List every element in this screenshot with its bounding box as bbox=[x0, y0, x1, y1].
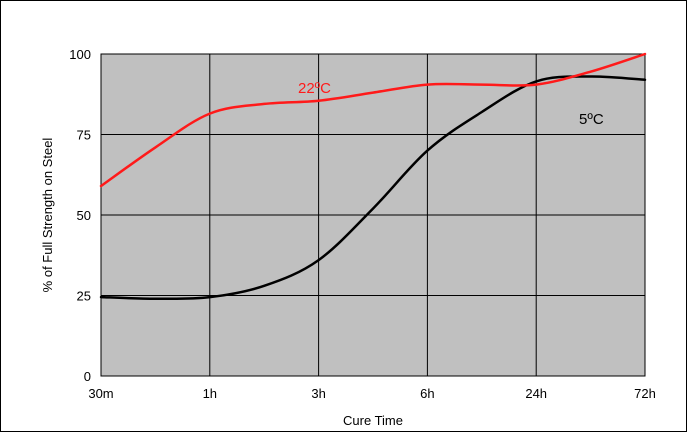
y-tick-label: 50 bbox=[77, 208, 91, 223]
series-label-5c: 5ºC bbox=[579, 111, 604, 128]
y-tick-label: 75 bbox=[77, 128, 91, 143]
y-tick-label: 0 bbox=[84, 369, 91, 384]
x-tick-label: 30m bbox=[88, 386, 113, 401]
series-lines bbox=[99, 52, 647, 301]
y-tick-label: 100 bbox=[69, 47, 91, 62]
y-axis-title: % of Full Strength on Steel bbox=[40, 138, 55, 293]
series-line-22c bbox=[99, 52, 647, 188]
x-tick-label: 72h bbox=[634, 386, 656, 401]
x-tick-label: 6h bbox=[420, 386, 434, 401]
series-line-5c bbox=[99, 75, 647, 301]
y-axis-ticks: 0 25 50 75 100 bbox=[69, 47, 91, 384]
x-axis-title: Cure Time bbox=[343, 413, 403, 428]
y-tick-label: 25 bbox=[77, 289, 91, 304]
x-tick-label: 3h bbox=[311, 386, 325, 401]
series-label-22c: 22ºC bbox=[298, 80, 331, 97]
x-axis-ticks: 30m 1h 3h 6h 24h 72h bbox=[88, 386, 656, 401]
x-tick-label: 24h bbox=[525, 386, 547, 401]
plot-border bbox=[100, 53, 646, 377]
x-tick-label: 1h bbox=[203, 386, 217, 401]
